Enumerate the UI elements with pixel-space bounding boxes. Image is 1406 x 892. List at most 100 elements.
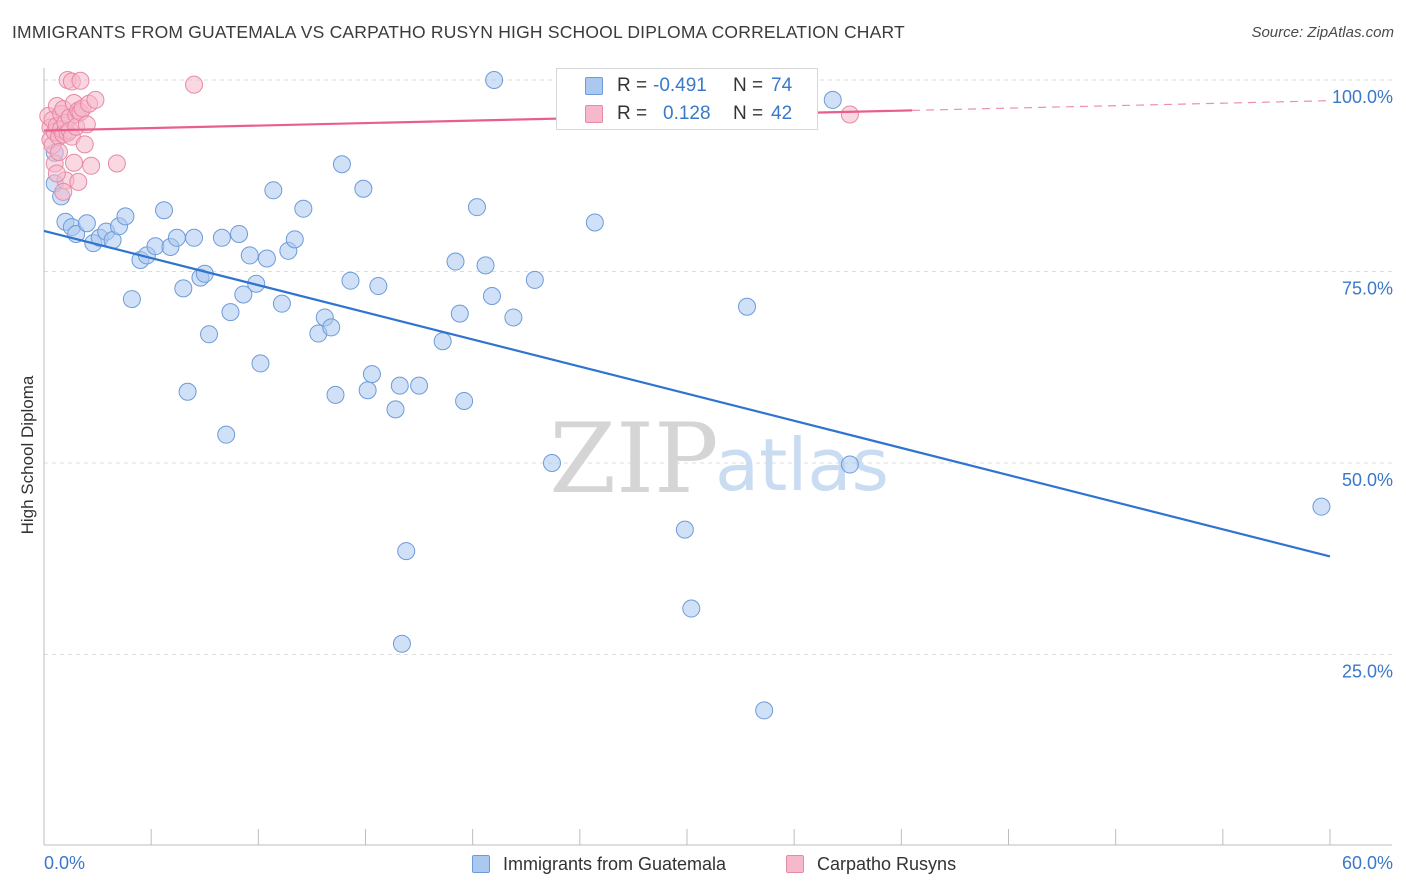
guatemala-point [386,400,405,419]
guatemala-point [294,199,313,218]
guatemala-point [682,599,701,618]
carpatho-rusyn-point [54,182,73,201]
stats-legend-row-carpatho-rusyn: R = 0.128 N = 42 [557,102,817,126]
carpatho-rusyn-point [840,105,859,124]
carpatho-rusyn-point [69,172,88,191]
watermark: ZIP atlas [549,403,889,515]
guatemala-point [326,385,345,404]
guatemala-point [116,207,135,226]
carpatho-rusyn-point [47,164,66,183]
guatemala-point [234,285,253,304]
guatemala-point [455,391,474,410]
guatemala-point [354,179,373,198]
pink-swatch [585,105,603,123]
guatemala-point [212,228,231,247]
source-credit: Source: ZipAtlas.com [1251,24,1394,41]
series-guatemala-points [45,71,1331,720]
guatemala-point [358,381,377,400]
bottom-legend-label: Carpatho Rusyns [817,854,957,874]
guatemala-point [482,287,501,306]
guatemala-point [450,304,469,323]
guatemala-point [341,271,360,290]
guatemala-point [200,325,219,344]
carpatho-rusyn-point [86,90,105,109]
guatemala-point [504,308,523,327]
guatemala-point [369,277,388,296]
y-tick-label: 50.0% [1342,470,1393,490]
n-value-carpatho-rusyn: 42 [771,103,793,124]
bottom-legend-label: Immigrants from Guatemala [503,854,727,874]
watermark-zip: ZIP [549,403,718,515]
guatemala-point [410,376,429,395]
guatemala-point [122,290,141,309]
stats-legend: R = -0.491 N = 74 R = 0.128 N = 42 [556,68,818,130]
r-value-carpatho-rusyn: 0.128 [663,103,711,124]
guatemala-point [585,213,604,232]
guatemala-point [230,224,249,243]
guatemala-point [755,701,774,720]
carpatho-rusyn-point [65,153,84,172]
r-label: R = [617,103,648,124]
guatemala-point [257,249,276,268]
series-carpatho-rusyn-points [39,71,859,201]
guatemala-point [146,237,165,256]
guatemala-point [525,270,544,289]
guatemala-point [174,279,193,298]
y-tick-label: 75.0% [1342,279,1393,299]
blue-swatch [585,77,603,95]
guatemala-point [467,198,486,217]
guatemala-point [77,214,96,233]
carpatho-rusyn-point [71,71,90,90]
guatemala-point [840,455,859,474]
guatemala-point [217,425,236,444]
watermark-atlas: atlas [715,423,889,507]
carpatho-rusyn-point [82,156,101,175]
guatemala-point [675,520,694,539]
y-tick-label: 100.0% [1332,87,1393,107]
carpatho-rusyn-trend-line-extension [912,100,1331,111]
guatemala-point [823,90,842,109]
guatemala-point [1312,497,1331,516]
pink-swatch [786,855,804,873]
guatemala-point [185,228,204,247]
guatemala-point [738,297,757,316]
guatemala-point [155,201,174,220]
guatemala-point [397,542,416,561]
guatemala-trend-line [43,229,1331,558]
guatemala-point [167,228,186,247]
guatemala-point [332,155,351,174]
guatemala-point [392,634,411,653]
grid-layer [44,79,1392,655]
axis-layer [43,68,1392,846]
r-value-guatemala: -0.491 [653,75,707,96]
guatemala-point [272,294,291,313]
guatemala-point [542,454,561,472]
chart-title: IMMIGRANTS FROM GUATEMALA VS CARPATHO RU… [12,22,905,42]
x-tick-label-max: 60.0% [1342,853,1393,873]
stats-legend-row-guatemala: R = -0.491 N = 74 [557,74,817,98]
carpatho-rusyn-point [75,135,94,154]
tick-label-layer: 25.0% 50.0% 75.0% 100.0% 0.0% 60.0% [44,87,1393,873]
guatemala-point [322,318,341,337]
n-label: N = [733,75,764,96]
guatemala-point [433,332,452,351]
guatemala-point [446,252,465,271]
x-tick-label-min: 0.0% [44,853,85,873]
guatemala-point [285,230,304,249]
guatemala-point [178,382,197,401]
guatemala-point [221,303,240,322]
guatemala-point [251,354,270,373]
guatemala-point [390,376,409,395]
guatemala-point [362,365,381,384]
guatemala-point [264,181,283,200]
guatemala-point [476,256,495,275]
r-label: R = [617,75,648,96]
blue-swatch [472,855,490,873]
carpatho-rusyn-point [50,143,69,162]
carpatho-rusyn-point [185,75,204,94]
guatemala-point [485,71,504,89]
n-value-guatemala: 74 [771,75,793,96]
n-label: N = [733,103,764,124]
carpatho-rusyn-point [107,154,126,173]
